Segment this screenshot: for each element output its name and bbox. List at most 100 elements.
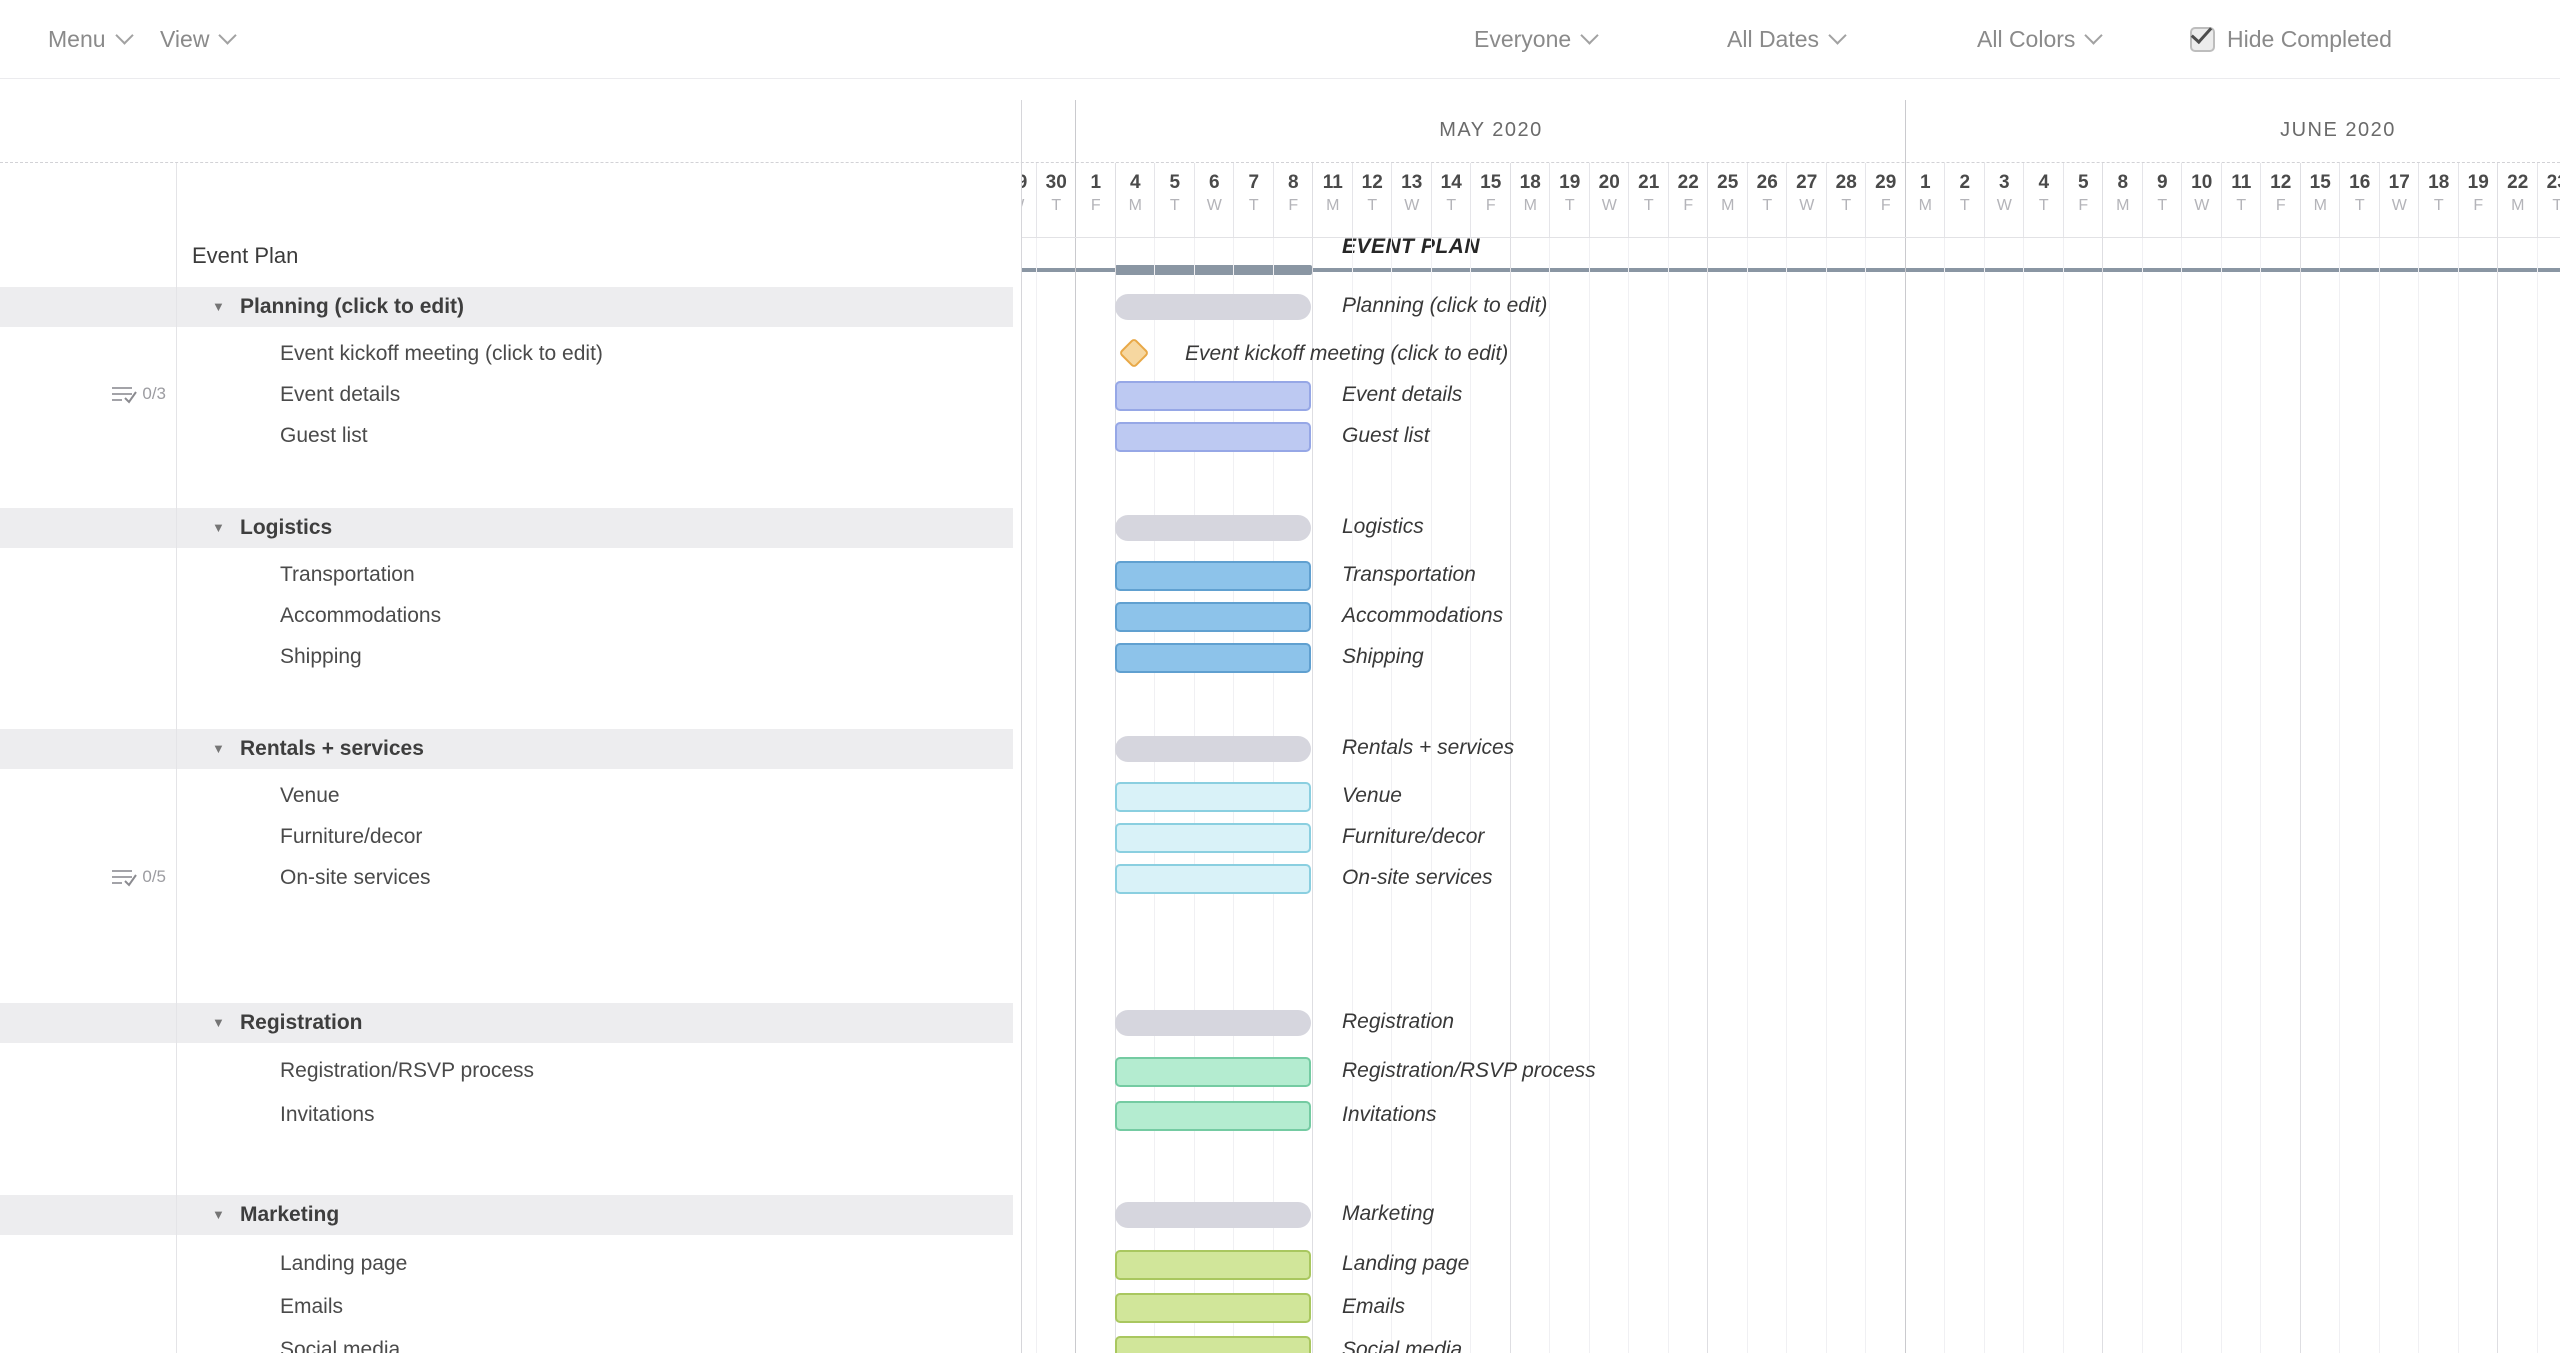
day-weekday: W — [1206, 197, 1222, 214]
task-label[interactable]: Event details — [280, 383, 401, 406]
milestone-diamond[interactable] — [1118, 337, 1150, 369]
menu-dropdown[interactable]: Menu — [48, 0, 134, 78]
task-label[interactable]: On-site services — [280, 866, 431, 889]
collapse-triangle-icon[interactable]: ▼ — [212, 520, 225, 536]
day-number: 8 — [1287, 172, 1299, 193]
section-header-label[interactable]: Registration — [240, 1011, 363, 1034]
section-gantt-label: Registration — [1342, 1010, 1455, 1033]
section-summary-bar[interactable] — [1114, 1010, 1311, 1036]
day-column-header: 25 M — [1707, 163, 1748, 238]
day-gridline — [1944, 238, 1945, 1353]
panel-icon-column-divider — [176, 163, 177, 1353]
project-summary-bar[interactable] — [1114, 265, 1312, 275]
task-label[interactable]: Guest list — [280, 424, 368, 447]
day-gridline — [1746, 238, 1748, 1353]
task-bar[interactable] — [1114, 1101, 1311, 1131]
task-label[interactable]: Shipping — [280, 645, 362, 668]
section-gantt-label: Planning (click to edit) — [1342, 294, 1548, 317]
day-weekday: T — [1367, 197, 1378, 214]
section-summary-bar[interactable] — [1114, 515, 1311, 541]
section-header-label[interactable]: Rentals + services — [240, 737, 424, 760]
task-bar[interactable] — [1114, 782, 1311, 812]
task-bar[interactable] — [1114, 1057, 1311, 1087]
collapse-triangle-icon[interactable]: ▼ — [212, 741, 225, 757]
people-filter-dropdown[interactable]: Everyone — [1474, 0, 1599, 78]
month-header-june: JUNE 2020 — [2280, 119, 2396, 141]
day-number: 2 — [1959, 172, 1971, 193]
day-gridline — [1667, 238, 1669, 1353]
day-weekday: M — [2511, 197, 2525, 214]
day-number: 16 — [2349, 172, 2371, 193]
section-header-row[interactable]: ▼ Logistics — [0, 508, 1013, 548]
section-header-row[interactable]: ▼ Marketing — [0, 1195, 1013, 1235]
task-bar[interactable] — [1114, 561, 1311, 591]
collapse-triangle-icon[interactable]: ▼ — [212, 299, 225, 315]
section-header-label[interactable]: Logistics — [240, 516, 333, 539]
task-bar[interactable] — [1114, 381, 1311, 411]
task-label[interactable]: Event kickoff meeting (click to edit) — [280, 342, 603, 365]
section-header-label[interactable]: Planning (click to edit) — [240, 295, 465, 318]
project-title[interactable]: Event Plan — [192, 243, 299, 268]
task-label[interactable]: Landing page — [280, 1252, 408, 1275]
checklist-badge[interactable]: 0/5 — [96, 867, 166, 887]
month-gridline — [1904, 100, 1906, 1353]
task-label[interactable]: Accommodations — [280, 604, 442, 627]
day-weekday: F — [2275, 197, 2286, 214]
day-number: 21 — [1638, 172, 1660, 193]
day-weekday: W — [1404, 197, 1420, 214]
hide-completed-toggle[interactable]: Hide Completed — [2190, 0, 2392, 78]
section-summary-bar[interactable] — [1114, 294, 1311, 320]
day-column-header: 10 W — [2181, 163, 2222, 238]
checklist-badge[interactable]: 0/3 — [96, 384, 166, 404]
task-bar[interactable] — [1114, 1250, 1311, 1280]
task-label[interactable]: Registration/RSVP process — [280, 1059, 535, 1082]
day-gridline — [1983, 238, 1985, 1353]
day-number: 27 — [1796, 172, 1818, 193]
color-filter-dropdown[interactable]: All Colors — [1977, 0, 2104, 78]
section-summary-bar[interactable] — [1114, 736, 1311, 762]
section-summary-bar[interactable] — [1114, 1202, 1311, 1228]
task-label[interactable]: Emails — [280, 1295, 344, 1318]
task-label[interactable]: Furniture/decor — [280, 825, 423, 848]
section-gantt-label: Rentals + services — [1342, 736, 1515, 759]
day-gridline — [1628, 238, 1629, 1353]
collapse-triangle-icon[interactable]: ▼ — [212, 1015, 225, 1031]
section-header-row[interactable]: ▼ Registration — [0, 1003, 1013, 1043]
day-weekday: M — [1721, 197, 1735, 214]
task-bar[interactable] — [1114, 864, 1311, 894]
task-bar[interactable] — [1114, 602, 1311, 632]
section-header-row[interactable]: ▼ Planning (click to edit) — [0, 287, 1013, 327]
section-gantt-label: Logistics — [1342, 515, 1424, 538]
task-gantt-label: Registration/RSVP process — [1342, 1059, 1596, 1082]
task-label[interactable]: Transportation — [280, 563, 415, 586]
day-gridline — [2260, 238, 2261, 1353]
day-gridline — [2023, 238, 2024, 1353]
day-weekday: T — [1446, 197, 1457, 214]
view-dropdown[interactable]: View — [160, 0, 238, 78]
task-bar[interactable] — [1114, 1336, 1311, 1353]
people-filter-label: Everyone — [1474, 25, 1572, 52]
task-label[interactable]: Venue — [280, 784, 340, 807]
task-bar[interactable] — [1114, 422, 1311, 452]
task-label[interactable]: Social media — [280, 1338, 401, 1353]
hide-completed-checkbox[interactable] — [2190, 21, 2215, 52]
day-gridline — [2141, 238, 2143, 1353]
task-label[interactable]: Invitations — [280, 1103, 375, 1126]
day-number: 4 — [1129, 172, 1141, 193]
day-gridline — [2457, 238, 2459, 1353]
section-header-label[interactable]: Marketing — [240, 1203, 340, 1226]
task-bar[interactable] — [1114, 1293, 1311, 1323]
checklist-count: 0/5 — [142, 867, 166, 886]
task-bar[interactable] — [1114, 643, 1311, 673]
day-weekday: T — [2552, 197, 2560, 214]
task-bar[interactable] — [1114, 823, 1311, 853]
date-filter-label: All Dates — [1727, 25, 1820, 52]
date-filter-dropdown[interactable]: All Dates — [1727, 0, 1847, 78]
section-header-row[interactable]: ▼ Rentals + services — [0, 729, 1013, 769]
chevron-down-icon — [218, 26, 238, 45]
collapse-triangle-icon[interactable]: ▼ — [212, 1207, 225, 1223]
project-gantt-label: EVENT PLAN — [1342, 235, 1481, 258]
day-weekday: M — [2116, 197, 2130, 214]
